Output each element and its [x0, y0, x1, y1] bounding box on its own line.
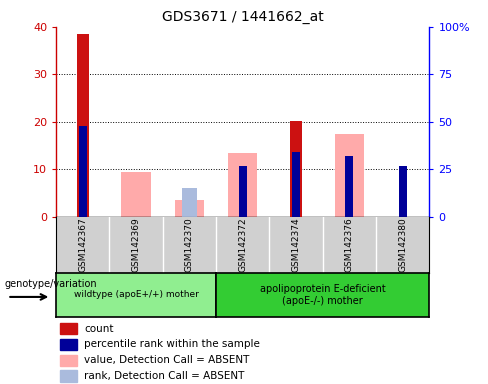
Bar [182, 189, 197, 217]
Bar [292, 152, 300, 217]
Bar [60, 371, 77, 382]
Text: wildtype (apoE+/+) mother: wildtype (apoE+/+) mother [74, 290, 199, 299]
Text: GSM142367: GSM142367 [78, 217, 87, 272]
Bar [60, 354, 77, 366]
Text: genotype/variation: genotype/variation [5, 279, 98, 289]
Text: count: count [84, 324, 114, 334]
Bar [79, 126, 87, 217]
Bar [399, 166, 407, 217]
Bar [175, 200, 204, 217]
Bar [335, 134, 364, 217]
Bar [228, 153, 258, 217]
Bar [122, 172, 151, 217]
Bar [77, 34, 89, 217]
Text: GSM142380: GSM142380 [398, 217, 407, 272]
Title: GDS3671 / 1441662_at: GDS3671 / 1441662_at [162, 10, 324, 25]
Text: apolipoprotein E-deficient
(apoE-/-) mother: apolipoprotein E-deficient (apoE-/-) mot… [260, 284, 386, 306]
Bar [239, 166, 247, 217]
Text: percentile rank within the sample: percentile rank within the sample [84, 339, 260, 349]
Text: GSM142374: GSM142374 [292, 217, 301, 272]
Text: GSM142370: GSM142370 [185, 217, 194, 272]
Text: GSM142372: GSM142372 [238, 217, 247, 272]
Text: rank, Detection Call = ABSENT: rank, Detection Call = ABSENT [84, 371, 244, 381]
Bar [346, 156, 353, 217]
Text: GSM142376: GSM142376 [345, 217, 354, 272]
Bar [60, 339, 77, 350]
Text: value, Detection Call = ABSENT: value, Detection Call = ABSENT [84, 355, 249, 365]
Bar [290, 121, 302, 217]
Text: GSM142369: GSM142369 [132, 217, 141, 272]
Bar [60, 323, 77, 334]
